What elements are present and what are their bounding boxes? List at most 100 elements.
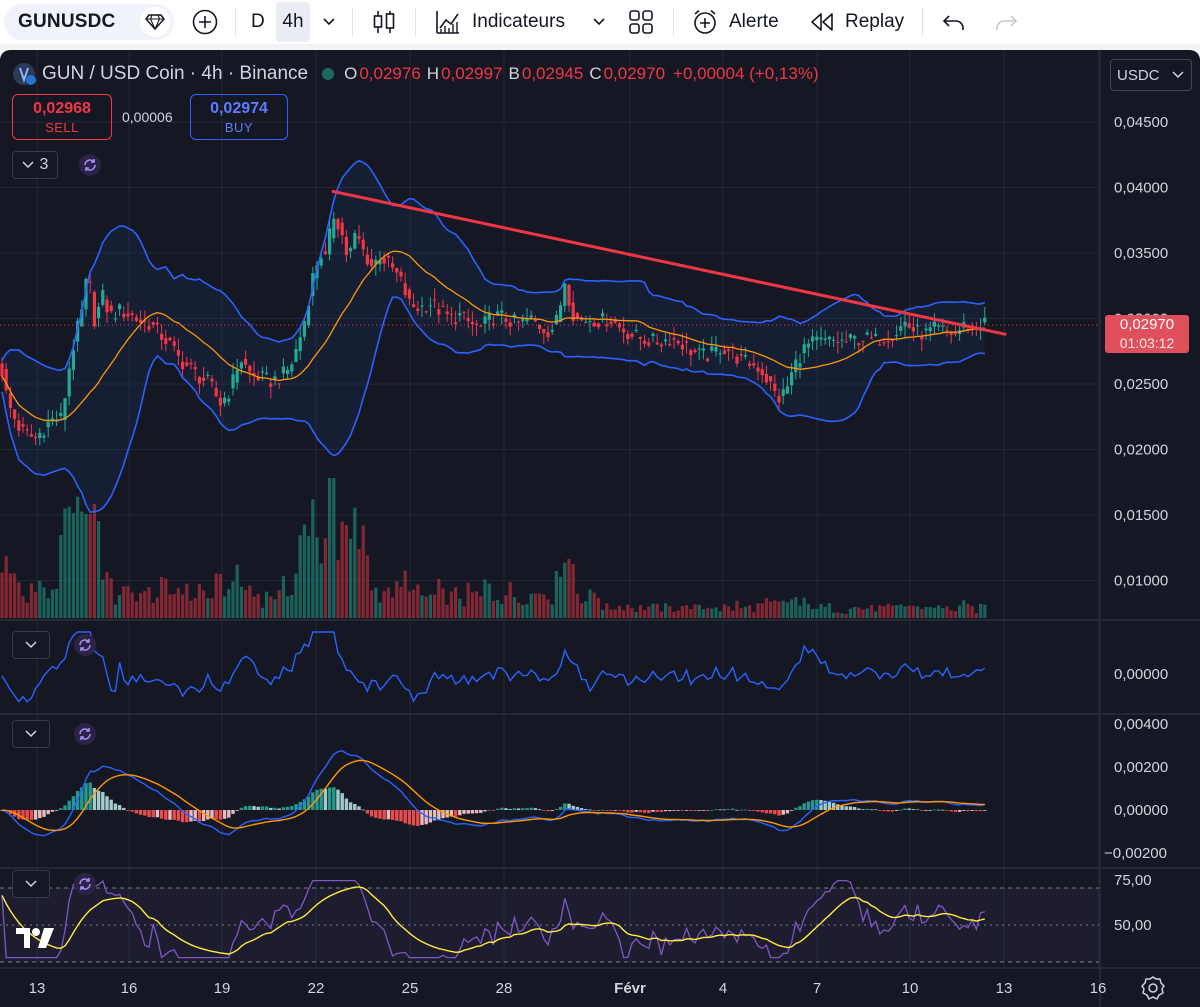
settings-gear-icon[interactable] [1140,975,1166,1001]
candle-body [840,339,844,341]
interval-dropdown-button[interactable] [322,0,336,44]
macd-histogram-bar [953,810,958,812]
macd-histogram-bar [894,810,899,811]
sync-icon[interactable] [79,154,101,176]
candle-body [546,332,550,338]
chart-type-button[interactable] [371,0,397,44]
volume-bar [672,611,676,618]
candle-body [735,356,739,364]
candle-body [143,320,147,322]
oscillator-collapse-button[interactable] [12,631,50,659]
macd-histogram-bar [756,810,760,812]
layouts-button[interactable] [628,0,654,44]
volume-bar [487,583,491,618]
candle-body [168,337,172,341]
candle-body [525,318,529,322]
macd-collapse-button[interactable] [12,720,50,748]
tradingview-logo-icon[interactable] [14,924,62,952]
sync-icon[interactable] [74,873,96,895]
volume-bar [806,603,810,618]
candle-body [118,304,122,310]
macd-histogram-bar [873,809,878,811]
candle-body [454,322,458,324]
interval-d-button[interactable]: D [251,0,265,44]
sell-button[interactable]: 0,02968 SELL [12,94,112,140]
volume-bar [269,596,273,618]
volume-bar [382,591,386,618]
volume-bar [403,570,407,618]
macd-histogram-bar [525,808,529,810]
candle-body [332,218,336,239]
volume-bar [491,600,495,618]
rsi-collapse-button[interactable] [12,870,50,898]
volume-bar [281,576,285,618]
macd-histogram-bar [327,787,332,810]
macd-histogram-bar [319,788,323,810]
volume-bar [941,608,945,618]
volume-bar [395,581,399,618]
candle-body [365,254,369,265]
macd-histogram-bar [743,809,748,811]
volume-bar [731,610,735,618]
candle-body [395,267,399,273]
diamond-icon[interactable] [140,7,170,37]
macd-histogram-bar [899,809,903,811]
candle-body [785,386,789,394]
macd-histogram-bar [659,810,664,813]
symbol-search-button[interactable]: GUNUSDC [4,4,174,40]
volume-bar [533,593,537,618]
volume-bar [214,573,218,618]
macd-histogram-bar [537,809,542,810]
macd-histogram-bar [798,806,802,810]
candle-body [265,372,269,375]
undo-button[interactable] [942,0,966,44]
interval-4h-button[interactable]: 4h [276,2,310,42]
sync-icon[interactable] [74,723,96,745]
candle-body [764,374,768,383]
macd-histogram-bar [411,810,416,826]
candle-body [244,358,248,365]
chevron-down-icon [1171,71,1184,79]
macd-histogram-bar [516,808,521,810]
candle-body [109,305,113,312]
indicators-button[interactable]: Indicateurs [434,0,565,44]
indicators-collapse-button[interactable]: 3 [12,151,58,179]
sync-icon[interactable] [74,634,96,656]
trendline[interactable] [331,189,1007,336]
volume-bar [386,587,390,618]
candle-body [202,377,206,381]
chart-container[interactable]: 0,045000,040000,035000,030000,025000,020… [0,50,1200,1007]
volume-bar [46,598,50,618]
macd-histogram-bar [613,810,617,811]
buy-button[interactable]: 0,02974 BUY [190,94,288,140]
macd-histogram-bar [932,809,937,811]
candle-body [151,322,155,325]
volume-bar [945,606,949,618]
candle-body [416,308,420,312]
macd-histogram-bar [172,810,176,820]
volume-bar [273,599,277,618]
chart-canvas[interactable]: 0,045000,040000,035000,030000,025000,020… [0,50,1200,1007]
macd-histogram-bar [600,809,605,811]
volume-bar [8,573,12,618]
candle-body [252,373,256,375]
candle-body [21,424,25,427]
price-axis-label: 0,02000 [1114,442,1168,459]
replay-button[interactable]: Replay [809,0,904,44]
volume-bar [970,606,974,618]
candle-body [903,321,907,327]
alert-button[interactable]: Alerte [691,0,779,44]
macd-histogram-bar [584,809,588,810]
toolbar-divider [922,8,923,36]
volume-bar [38,580,42,618]
indicators-dropdown-button[interactable] [592,0,606,44]
add-symbol-button[interactable] [191,0,219,44]
market-status-dot[interactable] [322,68,335,80]
macd-histogram-bar [470,810,475,814]
volume-bar [949,610,953,618]
currency-selector[interactable]: USDC [1110,59,1192,91]
volume-bar [134,601,138,618]
candle-body [281,366,285,374]
redo-button[interactable] [994,0,1018,44]
volume-bar [0,572,4,618]
